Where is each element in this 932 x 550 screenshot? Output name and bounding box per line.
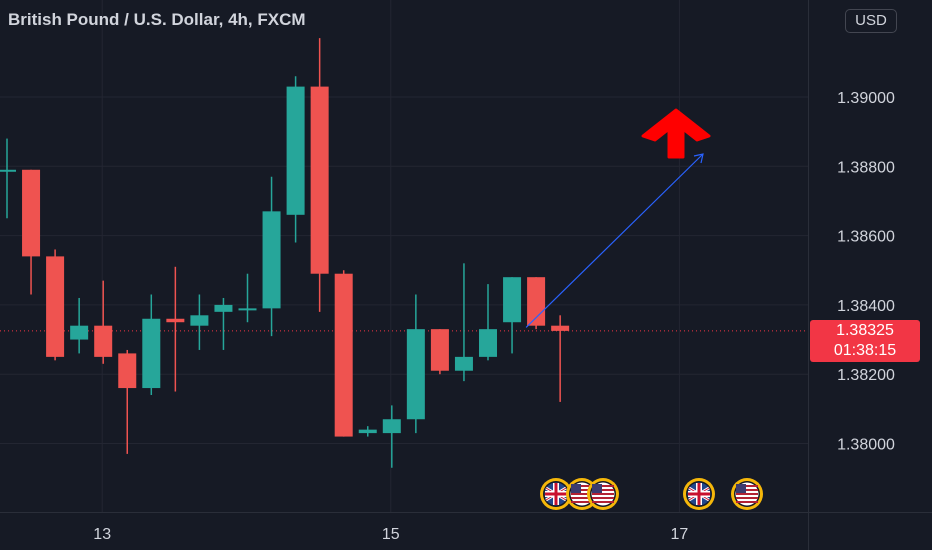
candle-body [118,353,137,389]
candle-body [503,277,522,323]
candle-body [479,329,497,357]
candle-body [454,356,473,371]
y-tick-label: 1.38000 [837,437,895,454]
candle-body [238,308,257,311]
uk-flag-icon [683,478,715,510]
candle-body [310,86,329,274]
candle-body [358,429,377,434]
y-tick-label: 1.38200 [837,367,895,384]
candle-body [142,318,161,389]
candle-body [94,325,113,357]
candle-body [0,169,16,172]
last-price-value: 1.38325 [836,322,894,339]
candle-body [46,256,65,357]
candle-body [382,419,401,434]
y-tick-label: 1.38800 [837,159,895,176]
us-flag-icon [587,478,619,510]
last-price-tag: 1.38325 01:38:15 [810,320,920,362]
candle-body [551,325,570,331]
candle-body [190,315,209,326]
grid [0,0,808,512]
candle-body [286,86,305,215]
candle-body [214,304,233,312]
x-tick-label: 13 [93,526,111,543]
us-flag-icon [731,478,763,510]
x-tick-label: 17 [671,526,689,543]
chart-title: British Pound / U.S. Dollar, 4h, FXCM [8,10,306,29]
candle-body [262,211,281,309]
candle-body [406,329,425,420]
y-tick-label: 1.38600 [837,229,895,246]
candles [0,38,570,468]
candle-body [22,169,41,257]
drawings [525,108,763,510]
uk-flag-icon [540,478,572,510]
currency-button[interactable]: USD [845,9,897,33]
countdown-timer: 01:38:15 [833,342,897,359]
y-tick-label: 1.38400 [837,298,895,315]
candle-body [70,325,89,340]
trend-arrowhead [693,153,704,164]
y-tick-label: 1.39000 [837,90,895,107]
candle-body [334,273,353,437]
candle-body [166,318,185,323]
trend-arrow-line [525,153,704,328]
up-arrow-icon [641,108,711,159]
x-tick-label: 15 [382,526,400,543]
candle-body [430,329,449,371]
